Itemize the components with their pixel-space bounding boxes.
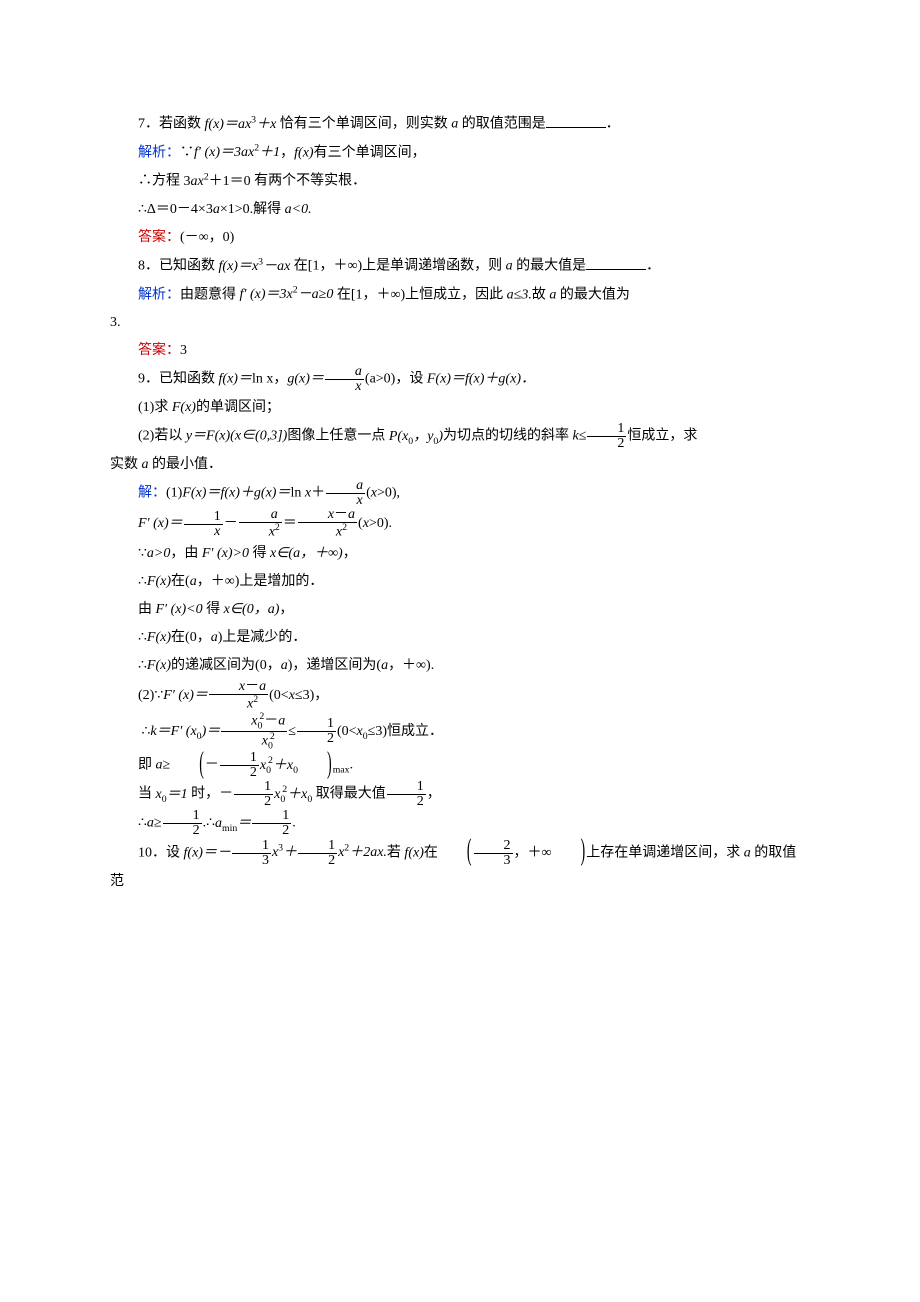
q9-F: F(x)＝f(x)＋g(x)． [427, 372, 535, 387]
lparen-icon: ( [439, 822, 472, 884]
q7-an2-eq: 3ax2＋1＝0 [184, 174, 251, 189]
q9-sol-l9-frac: x02－ax02 [221, 712, 287, 752]
q7-an3-eq: Δ＝0－4×3a×1>0. [147, 202, 253, 217]
q8-number: 8． [138, 259, 159, 274]
rparen-icon: ) [553, 822, 586, 884]
q9-sol-l4-b: F(x) [147, 574, 171, 589]
q9-f: f(x)＝ [219, 372, 252, 387]
q10-f2: 12 [298, 839, 337, 868]
lparen-icon: ( [171, 735, 204, 797]
q9-p2-half: 12 [587, 422, 626, 451]
q9-sol-l8-frac: x－ax2 [209, 680, 268, 712]
q8-eq: f(x)＝x3－ax [219, 259, 291, 274]
q10-number: 10． [138, 845, 166, 860]
q9-sol-l10-x2: x02＋x0 [260, 758, 298, 773]
q9-sol-l8-b: F′ (x)＝ [163, 688, 208, 703]
answer-label: 答案： [138, 343, 180, 358]
q7-an1-eq: f′ (x)＝3ax2＋1 [194, 145, 280, 160]
q9-sol-l12-half2: 12 [252, 809, 291, 838]
q8-an1-c: a≤3. [507, 287, 532, 302]
q9-sol-l2-f3: x－ax2 [298, 508, 357, 540]
q9-p2-pt: P(x0，y0) [389, 429, 443, 444]
q7-answer: 答案：(－∞，0) [110, 224, 810, 252]
q9-sol-l3-d: F′ (x)>0 [202, 546, 249, 561]
q9-sol-l1-frac: ax [326, 479, 365, 508]
q9-sol-l7-d: (0，a) [255, 658, 292, 673]
page: 7．若函数 f(x)＝ax3＋x 恰有三个单调区间，则实数 a 的取值范围是． … [0, 0, 920, 1302]
q9-sol-l11-half1: 12 [234, 780, 273, 809]
q9-sol-l5: 由 F′ (x)<0 得 x∈(0，a)， [110, 596, 810, 624]
q9-sol-l1: 解：(1)F(x)＝f(x)＋g(x)＝ln x＋ax(x>0), [110, 479, 810, 508]
q9-sol-l5-d: x∈(0，a) [224, 602, 280, 617]
q9-sol-l11-half2: 12 [387, 780, 426, 809]
q9-part1: (1)求 F(x)的单调区间； [110, 394, 810, 422]
answer-label: 答案： [138, 230, 180, 245]
q7-an3-c: a<0. [285, 202, 312, 217]
q8-analysis-cont: 3. [110, 309, 810, 337]
q7-blank [546, 114, 606, 128]
q9-sol-l3-b: a>0 [147, 546, 170, 561]
q9-p2-eq: y＝F(x)(x∈(0,3]) [186, 429, 288, 444]
q9-sol-l7-b: F(x) [147, 658, 171, 673]
q9-p2-k: k≤ [572, 429, 586, 444]
q9-sol-l10-half: 12 [220, 751, 259, 780]
q9-part2: (2)若以 y＝F(x)(x∈(0,3])图像上任意一点 P(x0，y0)为切点… [110, 422, 810, 451]
q10-eq: f(x)＝－ [184, 845, 231, 860]
q9-stem: 9．已知函数 f(x)＝ln x，g(x)＝ax(a>0)，设 F(x)＝f(x… [110, 365, 810, 394]
q9-part2-cont: 实数 a 的最小值． [110, 451, 810, 479]
solution-label: 解： [138, 486, 166, 501]
q9-sol-l12-a: a≥ [147, 816, 162, 831]
q8-answer: 答案：3 [110, 337, 810, 365]
q9-sol-l10: 即 a≥(－12x02＋x0)max. [110, 751, 810, 780]
q9-sol-l2-f1: 1x [184, 510, 223, 539]
q9-sol-l7-f: (a，＋∞). [376, 658, 434, 673]
q8-an1-eq: f′ (x)＝3x2－a≥0 [240, 287, 334, 302]
q9-sol-l11: 当 x0＝1 时，－12x02＋x0 取得最大值12， [110, 780, 810, 809]
q9-sol-l12-amin: amin＝ [215, 816, 251, 831]
q9-number: 9． [138, 372, 159, 387]
analysis-label: 解析： [138, 145, 180, 160]
q7-number: 7． [138, 117, 159, 132]
q9-sol-l6-d: (0，a) [185, 630, 222, 645]
q9-sol-l3-f: x∈(a，＋∞) [270, 546, 343, 561]
q9-sol-l4: ∴F(x)在(a，＋∞)上是增加的． [110, 568, 810, 596]
q9-sol-l9: ∴k＝F′ (x0)＝x02－ax02≤12(0<x0≤3)恒成立． [110, 712, 810, 752]
q8-blank [586, 256, 646, 270]
q10-fx: f(x) [404, 845, 423, 860]
q9-sol-l6-b: F(x) [147, 630, 171, 645]
q9-sol-l5-b: F′ (x)<0 [156, 602, 203, 617]
q7-analysis-3: ∴Δ＝0－4×3a×1>0.解得 a<0. [110, 196, 810, 224]
q7-eq: f(x)＝ax3＋x [205, 117, 277, 132]
q9-sol-l2-f2: ax2 [239, 508, 282, 540]
q7-analysis-1: 解析：∵f′ (x)＝3ax2＋1，f(x)有三个单调区间， [110, 139, 810, 168]
rparen-icon: ) [299, 735, 332, 797]
q9-g: g(x)＝ [287, 372, 324, 387]
q9-sol-Fp: F′ (x)＝ [138, 516, 183, 531]
q9-sol-l6: ∴F(x)在(0，a)上是减少的． [110, 624, 810, 652]
q9-p1-Fx: F(x) [172, 400, 196, 415]
q9-sol-l4-d: (a，＋∞) [185, 574, 239, 589]
q8-analysis: 解析：由题意得 f′ (x)＝3x2－a≥0 在[1，＋∞)上恒成立，因此 a≤… [110, 281, 810, 310]
q7-stem: 7．若函数 f(x)＝ax3＋x 恰有三个单调区间，则实数 a 的取值范围是． [110, 110, 810, 139]
q9-sol-l12-half1: 12 [163, 809, 202, 838]
q9-sol-l2: F′ (x)＝1x－ax2＝x－ax2(x>0). [110, 508, 810, 540]
q10-f1: 13 [232, 839, 271, 868]
q9-sol-l10-a: a≥ [156, 758, 171, 773]
q10-stem: 10．设 f(x)＝－13x3＋12x2＋2ax.若 f(x)在(23，＋∞)上… [110, 839, 810, 896]
analysis-label: 解析： [138, 287, 180, 302]
q9-sol-F: F(x)＝f(x)＋g(x)＝ [182, 486, 290, 501]
q7-an1-fx: f(x) [294, 145, 313, 160]
q10-f3: 23 [474, 839, 513, 868]
q9-sol-l8: (2)∵F′ (x)＝x－ax2(0<x≤3)， [110, 680, 810, 712]
q8-stem: 8．已知函数 f(x)＝x3－ax 在[1，＋∞)上是单调递增函数，则 a 的最… [110, 252, 810, 281]
q9-sol-l3: ∵a>0，由 F′ (x)>0 得 x∈(a，＋∞)， [110, 540, 810, 568]
q9-sol-l7: ∴F(x)的递减区间为(0，a)，递增区间为(a，＋∞). [110, 652, 810, 680]
q9-g-frac: ax [325, 365, 364, 394]
q7-analysis-2: ∴方程 3ax2＋1＝0 有两个不等实根． [110, 167, 810, 196]
